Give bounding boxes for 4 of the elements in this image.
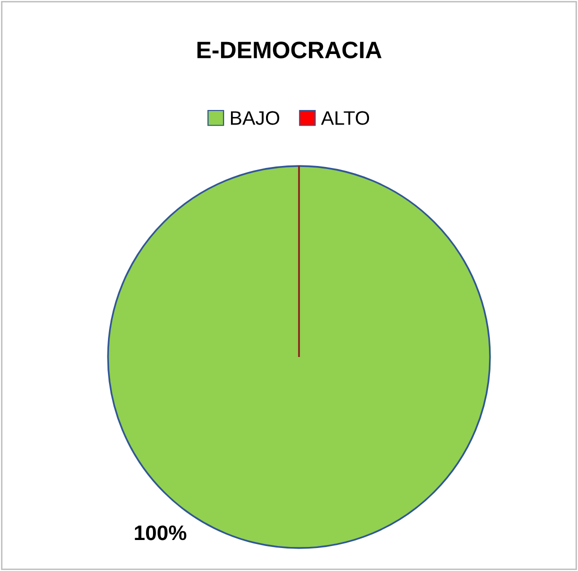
legend-label: ALTO xyxy=(321,111,370,125)
legend-label: BAJO xyxy=(230,111,280,125)
data-label: 100% xyxy=(134,525,186,540)
chart-title: E-DEMOCRACIA xyxy=(197,42,382,58)
